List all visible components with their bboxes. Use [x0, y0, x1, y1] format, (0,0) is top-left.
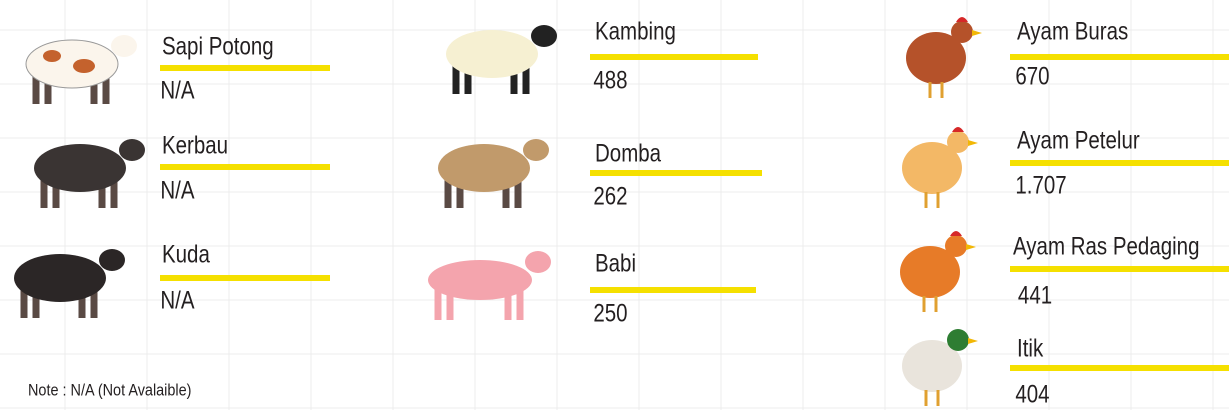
icon-head — [99, 249, 125, 271]
animal-name: Sapi Potong — [162, 32, 274, 60]
population-value: 404 — [1015, 380, 1049, 408]
icon-beak — [972, 30, 982, 36]
animal-name: Babi — [595, 249, 636, 277]
icon-legs — [926, 390, 938, 406]
animal-name: Ayam Petelur — [1017, 126, 1140, 154]
icon-beak — [968, 140, 978, 146]
icon-body — [14, 254, 106, 302]
icon-comb — [952, 127, 964, 132]
population-value: N/A — [160, 286, 195, 314]
icon-spot — [73, 59, 95, 73]
animal-icon — [26, 35, 137, 104]
icon-head — [947, 131, 969, 153]
icon-head — [531, 25, 557, 47]
icon-body — [428, 260, 532, 300]
animal-name: Itik — [1017, 334, 1044, 362]
animal-name: Kuda — [162, 240, 210, 268]
icon-head — [119, 139, 145, 161]
animal-icon — [906, 17, 982, 98]
note: Note : N/A (Not Avalaible) — [28, 381, 191, 399]
population-value: N/A — [160, 76, 195, 104]
icon-head — [525, 251, 551, 273]
icon-head — [947, 329, 969, 351]
infographic: Sapi Potong N/A Kerbau N/A Kuda N/A Kambing 488… — [0, 0, 1229, 410]
icon-comb — [950, 231, 962, 236]
animal-name: Domba — [595, 139, 661, 167]
population-value: 262 — [593, 182, 627, 210]
icon-beak — [968, 338, 978, 344]
icon-head — [951, 21, 973, 43]
population-value: 488 — [593, 66, 627, 94]
animal-icon — [428, 251, 551, 320]
icon-head — [945, 235, 967, 257]
animal-name: Kerbau — [162, 131, 228, 159]
icon-beak — [966, 244, 976, 250]
icon-body — [34, 144, 126, 192]
icon-legs — [924, 296, 936, 312]
population-value: 250 — [593, 299, 627, 327]
animal-name: Ayam Ras Pedaging — [1013, 232, 1200, 260]
icon-body — [438, 144, 530, 192]
icon-comb — [956, 17, 968, 22]
population-value: 441 — [1018, 281, 1052, 309]
animal-name: Kambing — [595, 17, 676, 45]
icon-body — [26, 40, 118, 88]
animal-icon — [438, 139, 549, 208]
animal-icon — [14, 249, 125, 318]
icon-head — [523, 139, 549, 161]
icon-legs — [926, 192, 938, 208]
animal-icon — [34, 139, 145, 208]
icon-head — [111, 35, 137, 57]
population-value: 670 — [1015, 62, 1049, 90]
icon-body — [446, 30, 538, 78]
content: Sapi Potong N/A Kerbau N/A Kuda N/A Kambing 488… — [14, 17, 1229, 408]
population-value: N/A — [160, 176, 195, 204]
population-value: 1.707 — [1015, 171, 1066, 199]
animal-name: Ayam Buras — [1017, 17, 1128, 45]
icon-spot — [43, 50, 61, 62]
